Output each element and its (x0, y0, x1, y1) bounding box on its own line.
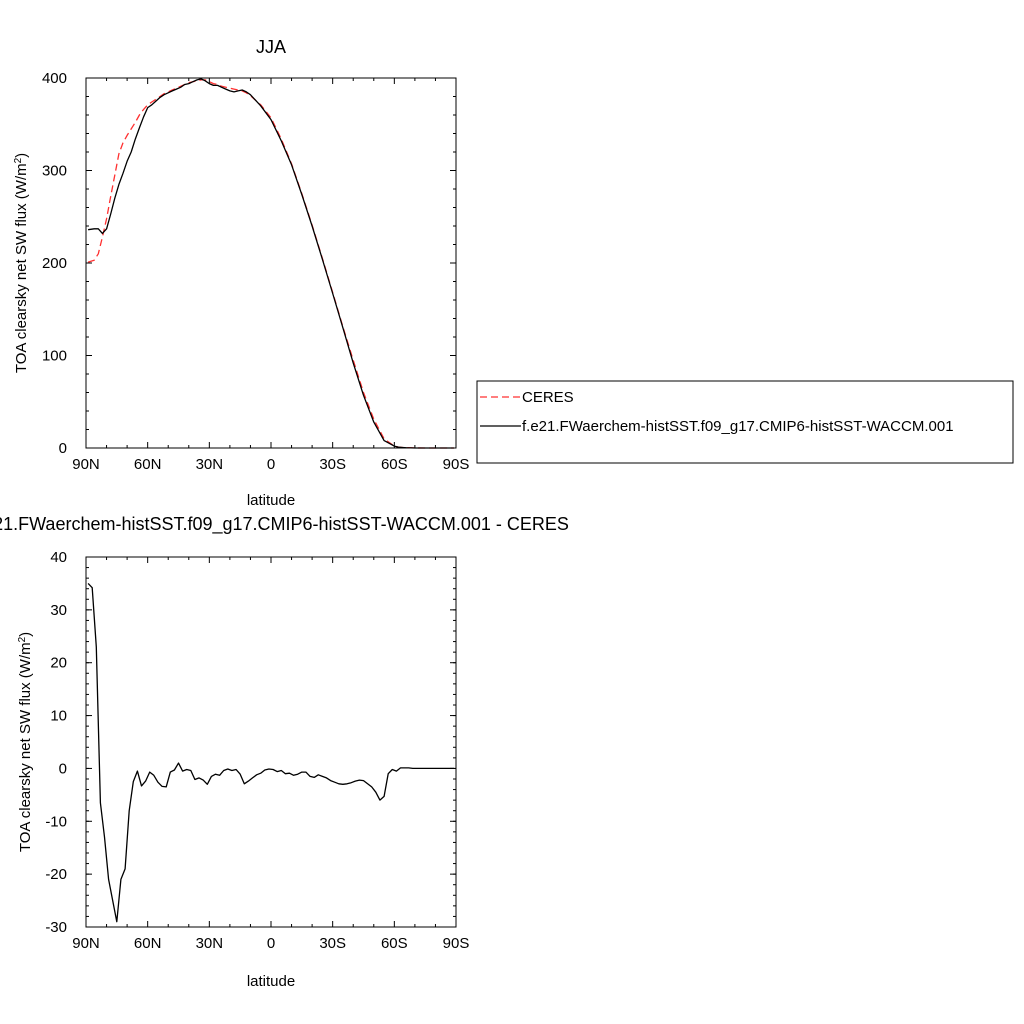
bottom-y-tick-label: 30 (50, 602, 67, 619)
bottom-plot-frame (85, 556, 457, 928)
top-x-tick-label: 90S (443, 456, 470, 473)
top-plot-frame (85, 77, 457, 449)
legend-label-ceres: CERES (522, 389, 574, 406)
bottom-y-tick-label: -10 (45, 813, 67, 830)
bottom-x-tick-label: 90S (443, 935, 470, 952)
top-y-tick-label: 200 (42, 255, 67, 272)
legend: CERES f.e21.FWaerchem-histSST.f09_g17.CM… (476, 380, 1014, 464)
legend-box (476, 380, 1014, 464)
top-series-line-1 (88, 78, 454, 449)
bottom-x-tick-label: 60N (134, 935, 162, 952)
top-x-tick-label: 60S (381, 456, 408, 473)
bottom-y-tick-label: -30 (45, 919, 67, 936)
bottom-x-tick-label: 90N (72, 935, 100, 952)
bottom-y-tick-label: 0 (59, 760, 67, 777)
bottom-series-line-0 (87, 582, 454, 923)
bottom-y-label-close: ) (17, 632, 34, 637)
legend-label-model: f.e21.FWaerchem-histSST.f09_g17.CMIP6-hi… (522, 418, 954, 435)
top-ticks-group: 90N 60N 30N 0 30S 60S 90S 0 100 200 300 400 (42, 70, 469, 473)
bottom-chart-title: f.e21.FWaerchem-histSST.f09_g17.CMIP6-hi… (0, 514, 569, 535)
top-y-axis-label: TOA clearsky net SW flux (W/m2) (13, 153, 31, 373)
bottom-x-axis-label: latitude (247, 973, 295, 990)
top-y-label-close: ) (13, 153, 30, 158)
top-x-tick-label: 30S (319, 456, 346, 473)
bottom-x-tick-label: 0 (267, 935, 275, 952)
top-y-tick-label: 300 (42, 163, 67, 180)
bottom-y-tick-label: -20 (45, 866, 67, 883)
bottom-y-axis-label: TOA clearsky net SW flux (W/m2) (17, 632, 35, 852)
bottom-x-tick-label: 60S (381, 935, 408, 952)
top-y-label-main: TOA clearsky net SW flux (W/m (13, 163, 30, 373)
bottom-y-label-main: TOA clearsky net SW flux (W/m (17, 642, 34, 852)
bottom-panel: f.e21.FWaerchem-histSST.f09_g17.CMIP6-hi… (0, 514, 569, 990)
top-y-tick-label: 400 (42, 70, 67, 87)
top-x-tick-label: 0 (267, 456, 275, 473)
top-x-tick-label: 90N (72, 456, 100, 473)
top-series-line-0 (87, 79, 454, 449)
top-panel: JJA 90N 60N 30N 0 30S 60S 90S 0 100 200 300 400 lat… (13, 37, 1014, 509)
bottom-y-tick-label: 20 (50, 655, 67, 672)
bottom-ticks-group: 90N 60N 30N 0 30S 60S 90S -30 -20 -10 0 10 20 30 40 (45, 549, 469, 952)
top-series-group (87, 78, 454, 449)
top-x-tick-label: 30N (196, 456, 224, 473)
bottom-series-group (87, 582, 454, 923)
top-chart-title: JJA (256, 37, 286, 57)
top-y-label-sup: 2 (13, 157, 24, 163)
bottom-x-tick-label: 30N (196, 935, 224, 952)
bottom-y-label-sup: 2 (17, 636, 28, 642)
top-x-axis-label: latitude (247, 492, 295, 509)
bottom-y-tick-label: 40 (50, 549, 67, 566)
top-x-tick-label: 60N (134, 456, 162, 473)
top-y-tick-label: 100 (42, 348, 67, 365)
top-y-tick-label: 0 (59, 440, 67, 457)
bottom-x-tick-label: 30S (319, 935, 346, 952)
bottom-y-tick-label: 10 (50, 708, 67, 725)
